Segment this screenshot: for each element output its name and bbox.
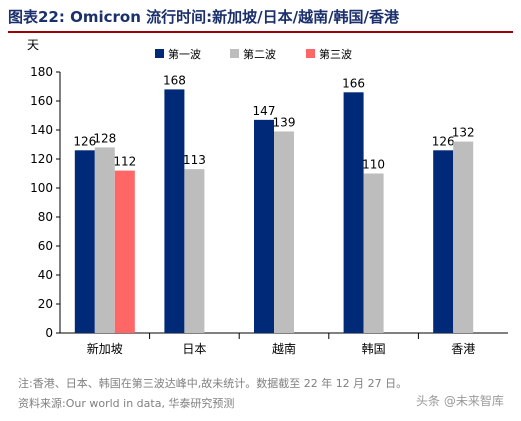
bar-1	[433, 150, 454, 333]
legend-label: 第三波	[319, 47, 352, 61]
footnote: 注:香港、日本、韩国在第三波达峰中,故未统计。数据截至 22 年 12 月 27…	[18, 377, 408, 390]
bar-2	[94, 147, 115, 333]
x-tick-label: 香港	[451, 342, 475, 356]
bar-2	[184, 169, 205, 333]
bar-3	[114, 170, 135, 333]
legend-swatch	[230, 49, 239, 58]
watermark: 头条 @未来智库	[416, 394, 504, 408]
data-label: 139	[273, 115, 296, 129]
bar-2	[453, 141, 474, 333]
y-tick-label: 140	[30, 123, 53, 137]
y-tick-label: 180	[30, 65, 53, 79]
bar-2	[363, 173, 384, 333]
y-tick-label: 60	[38, 239, 53, 253]
title-rule	[8, 31, 513, 33]
data-label: 132	[452, 126, 475, 140]
bar-2	[274, 131, 294, 333]
bar-1	[164, 89, 185, 334]
x-tick-label: 日本	[182, 342, 206, 356]
y-tick-label: 120	[30, 152, 53, 166]
legend-swatch	[306, 49, 315, 58]
bar-1	[74, 150, 95, 333]
y-tick-label: 160	[30, 94, 53, 108]
y-axis-label: 天	[27, 38, 39, 52]
data-label: 126	[73, 134, 96, 148]
legend-label: 第一波	[168, 47, 201, 61]
data-label: 110	[362, 158, 385, 172]
legend-swatch	[155, 49, 164, 58]
y-tick-label: 40	[38, 268, 53, 282]
legend-label: 第二波	[243, 47, 276, 61]
bar-1	[343, 92, 364, 333]
y-tick-label: 20	[38, 297, 53, 311]
x-tick-label: 新加坡	[87, 341, 123, 356]
data-label: 128	[93, 131, 116, 145]
data-label: 113	[183, 153, 206, 167]
data-label: 126	[432, 134, 455, 148]
data-label: 147	[253, 104, 276, 118]
chart-title: 图表22: Omicron 流行时间:新加坡/日本/越南/韩国/香港	[8, 8, 400, 26]
bar-1	[254, 119, 274, 333]
y-tick-label: 0	[45, 326, 53, 340]
x-tick-label: 越南	[272, 341, 296, 356]
data-label: 166	[342, 76, 365, 90]
source-note: 资料来源:Our world in data, 华泰研究预测	[18, 397, 235, 410]
x-tick-label: 韩国	[362, 341, 386, 356]
data-label: 112	[113, 155, 136, 169]
y-tick-label: 80	[38, 210, 53, 224]
y-tick-label: 100	[30, 181, 53, 195]
data-label: 168	[163, 73, 186, 87]
